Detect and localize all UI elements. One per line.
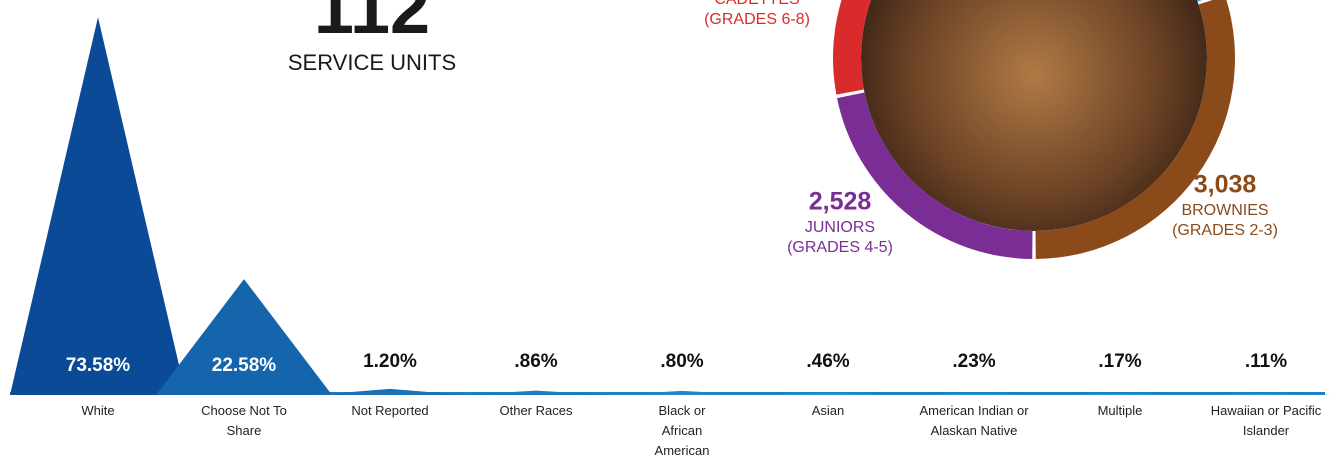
value-label: .23% (952, 351, 995, 372)
category-label: Asian (811, 403, 845, 418)
category-label: American Indian or Alaskan Native (919, 403, 1029, 438)
level-grades: (GRADES 2-3) (1172, 222, 1278, 239)
peak (1191, 394, 1335, 395)
level-count: 3,038 (1194, 171, 1257, 199)
level-grades: (GRADES 6-8) (704, 11, 810, 28)
category-label: Hawaiian or Pacific Islander (1210, 403, 1322, 438)
value-label: .86% (514, 351, 557, 372)
peak (753, 392, 903, 395)
level-grades: (GRADES 4-5) (787, 239, 893, 256)
value-label: 22.58% (212, 355, 277, 376)
peak (1045, 394, 1195, 395)
ring-segment (833, 0, 872, 95)
ring-segment (1196, 0, 1203, 2)
peak (315, 388, 465, 395)
peak (461, 390, 611, 395)
level-name: JUNIORS (805, 219, 875, 236)
stat-label: SERVICE UNITS (288, 50, 456, 75)
donut-ring (833, 0, 1235, 259)
peak (156, 279, 332, 395)
value-label: .46% (806, 351, 849, 372)
category-label: Multiple (1097, 403, 1143, 418)
stat-value: 112 (314, 0, 430, 49)
value-label: .17% (1098, 351, 1141, 372)
photo (861, 0, 1207, 231)
category-label: Black or African American (654, 403, 710, 456)
ring-segment (837, 92, 1033, 259)
value-label: 73.58% (66, 355, 131, 376)
value-label: .11% (1245, 351, 1287, 372)
value-label: .80% (660, 351, 703, 372)
ring-segment (1035, 0, 1235, 259)
category-label: Choose Not To Share (201, 403, 287, 438)
value-label: 1.20% (363, 351, 417, 372)
peak (899, 393, 1049, 395)
category-label: White (81, 403, 115, 418)
level-name: BROWNIES (1181, 202, 1268, 219)
level-name: CADETTES (714, 0, 799, 8)
level-count: 2,528 (809, 188, 872, 216)
peak (607, 390, 757, 395)
category-label: Not Reported (351, 403, 429, 418)
category-label: Other Races (499, 403, 573, 418)
peak (10, 17, 186, 395)
